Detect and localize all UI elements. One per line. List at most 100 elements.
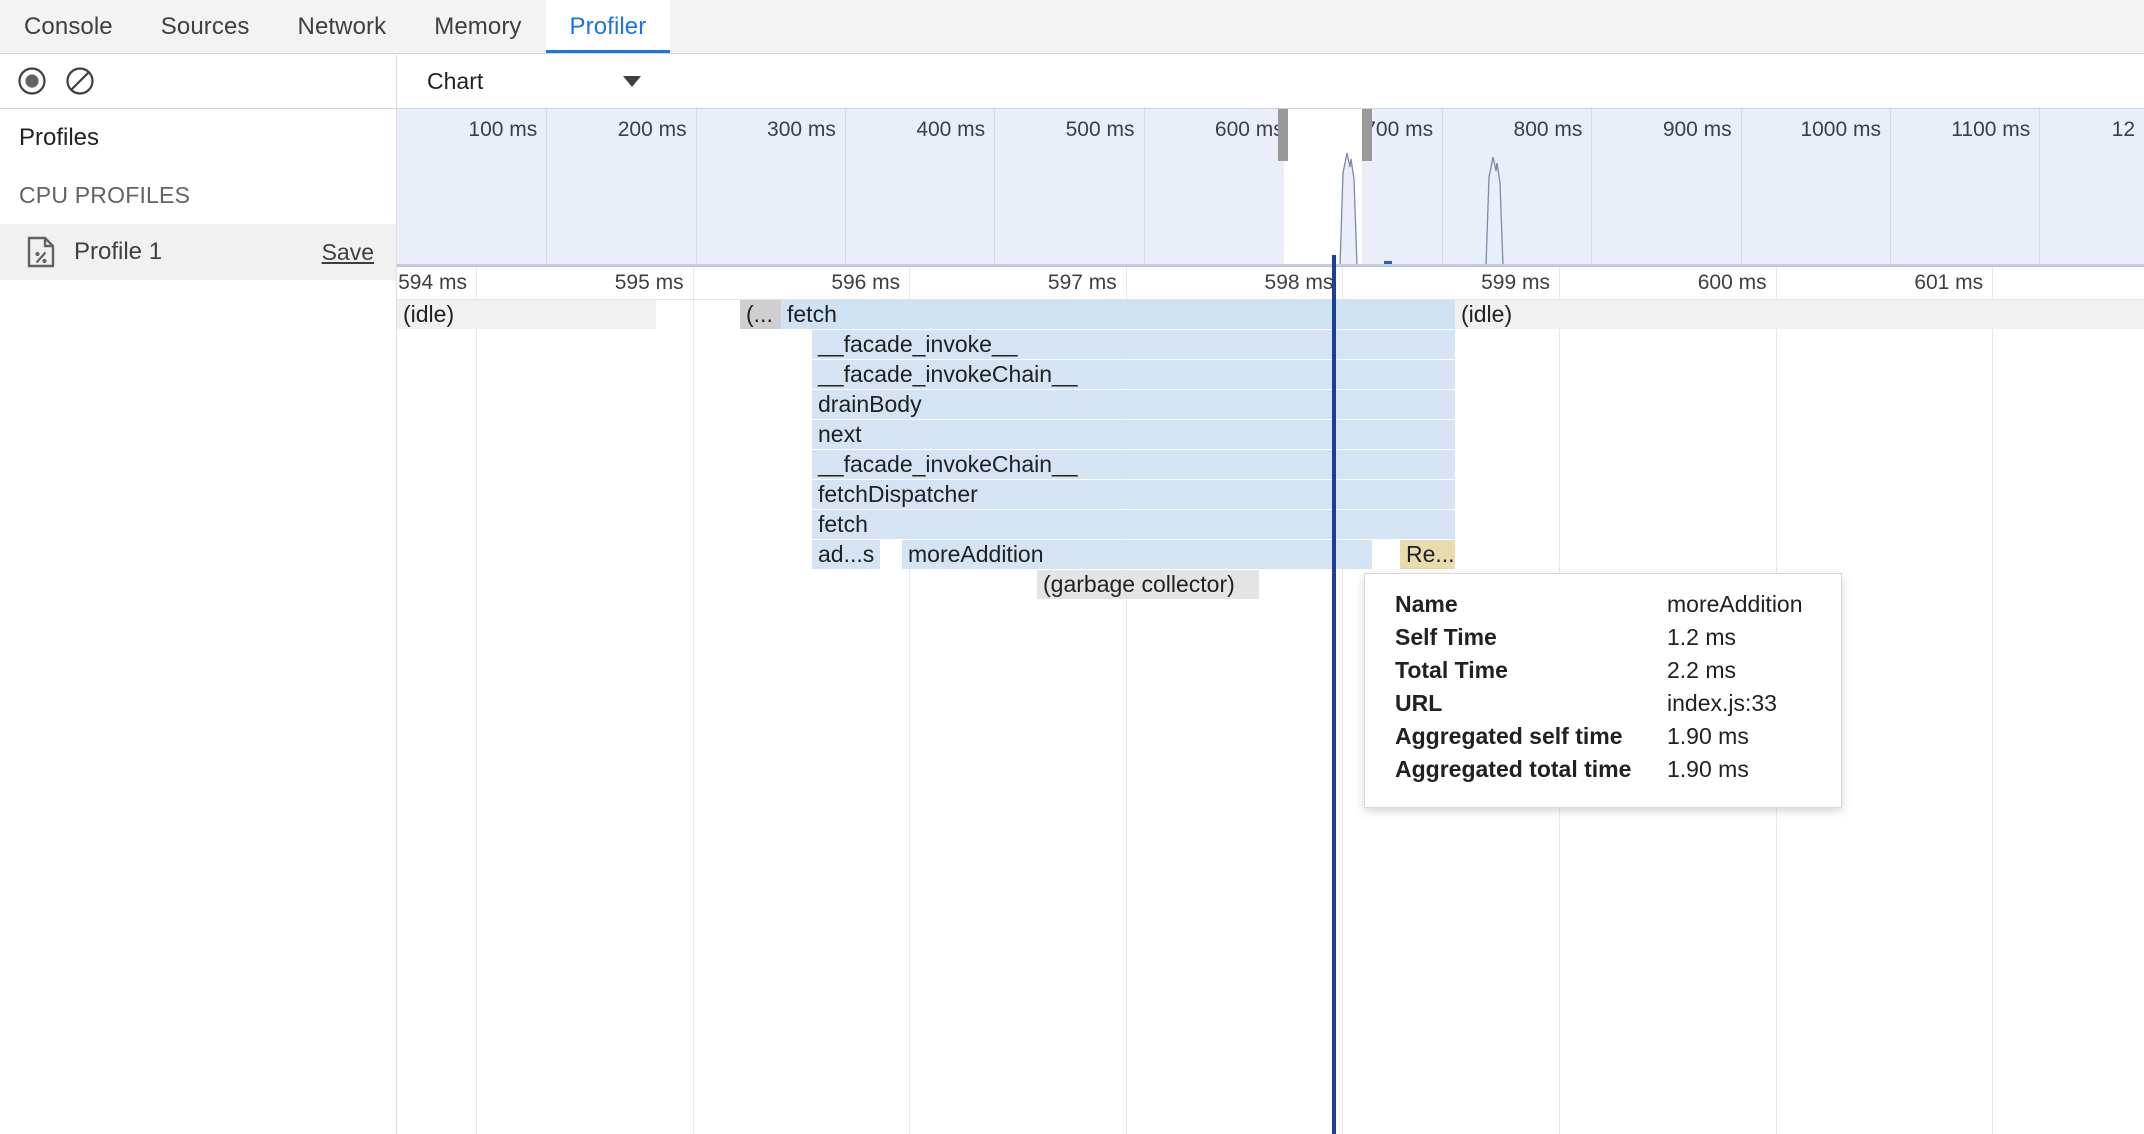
sidebar-section-cpu-profiles: CPU PROFILES — [19, 182, 191, 208]
overview-gridline — [1143, 109, 1145, 266]
ruler-tick-label: 599 ms — [1481, 271, 1550, 294]
tab-label: Profiler — [569, 12, 647, 40]
panel-tab-bar: Console Sources Network Memory Profiler — [0, 0, 2144, 54]
flame-bar-label: __facade_invokeChain__ — [818, 451, 1078, 477]
tooltip-row: URL index.js:33 — [1395, 690, 1817, 723]
overview-selection-handle-left[interactable] — [1278, 109, 1288, 161]
flame-bar[interactable]: moreAddition — [902, 540, 1372, 569]
record-button[interactable] — [14, 63, 50, 99]
tab-network[interactable]: Network — [274, 0, 411, 53]
tooltip-row: Aggregated self time 1.90 ms — [1395, 723, 1817, 756]
ruler-tick-label: 598 ms — [1264, 271, 1334, 294]
flame-bar[interactable]: fetchDispatcher — [812, 480, 1455, 509]
ruler-gridline — [1559, 267, 1560, 299]
ruler-tick-label: 600 ms — [1697, 271, 1767, 294]
overview-gridline — [1890, 109, 1891, 266]
flame-bar[interactable]: (garbage collector) — [1037, 570, 1259, 599]
overview-gridline — [1740, 109, 1742, 266]
tooltip-value: 1.90 ms — [1667, 756, 1749, 782]
overview-tick-label: 800 ms — [1513, 118, 1583, 141]
ruler-gridline — [1125, 267, 1127, 299]
overview-cpu-graph — [397, 109, 2144, 266]
save-profile-link[interactable]: Save — [321, 238, 374, 265]
flame-bar-label: Re...e — [1406, 541, 1455, 567]
tooltip-value: moreAddition — [1667, 591, 1803, 617]
overview-tick-label: 1000 ms — [1800, 118, 1881, 141]
flame-bar[interactable]: (idle) — [1455, 300, 2144, 329]
flame-gridline — [476, 300, 477, 1134]
overview-gridline — [994, 109, 996, 266]
flame-chart[interactable]: (idle) (... fetch (idle) __facade_invoke__ __… — [397, 300, 2144, 1134]
flame-bar[interactable]: Re...e — [1400, 540, 1455, 569]
record-circle-icon — [18, 67, 46, 95]
view-mode-value: Chart — [427, 67, 484, 94]
flame-bar[interactable]: __facade_invokeChain__ — [812, 360, 1455, 389]
flame-gridline — [1992, 300, 1994, 1134]
profiler-toolbar: Chart — [0, 54, 2144, 109]
tooltip-key: URL — [1395, 690, 1443, 716]
flame-bar[interactable]: next — [812, 420, 1455, 449]
flame-chart-time-ruler: 594 ms 595 ms 596 ms 597 ms 598 ms 599 ms 600 … — [397, 267, 2144, 300]
tooltip-key: Aggregated self time — [1395, 723, 1623, 749]
flame-bar-label: (... — [746, 301, 773, 327]
flame-gridline — [692, 300, 694, 1134]
flame-chart-cursor-line[interactable] — [1331, 255, 1336, 1134]
overview-gridline — [2039, 109, 2041, 266]
profile-overview-pane[interactable]: 100 ms 200 ms 300 ms 400 ms 500 ms 600 ms 700 … — [397, 109, 2144, 267]
overview-tick-label: 700 ms — [1364, 118, 1434, 141]
flame-bar[interactable]: (... — [740, 300, 781, 329]
flame-bar[interactable]: drainBody — [812, 390, 1455, 419]
flame-bar[interactable]: __facade_invokeChain__ — [812, 450, 1455, 479]
page-title: Profiles — [19, 124, 100, 151]
tooltip-key: Total Time — [1395, 657, 1508, 683]
flame-bar[interactable]: fetch — [812, 510, 1455, 539]
overview-selection-marker — [1384, 261, 1392, 266]
flame-bar[interactable]: ad...s — [812, 540, 880, 569]
tooltip-row: Name moreAddition — [1395, 591, 1817, 624]
tooltip-row: Total Time 2.2 ms — [1395, 657, 1817, 690]
tooltip-row: Self Time 1.2 ms — [1395, 624, 1817, 657]
ruler-gridline — [909, 267, 911, 299]
overview-tick-label: 500 ms — [1065, 118, 1135, 141]
flame-gridline — [1125, 300, 1127, 1134]
overview-tick-label: 300 ms — [767, 118, 836, 141]
tooltip-key: Name — [1395, 591, 1458, 617]
overview-gridline — [546, 109, 548, 266]
flame-chart-tooltip: Name moreAddition Self Time 1.2 ms Total Tim… — [1364, 573, 1842, 808]
tab-label: Sources — [160, 12, 250, 40]
tab-sources[interactable]: Sources — [137, 0, 274, 53]
flame-gridline — [1342, 300, 1344, 1134]
overview-tick-label: 400 ms — [916, 118, 986, 141]
tooltip-key: Aggregated total time — [1395, 756, 1632, 782]
flame-bar[interactable]: __facade_invoke__ — [812, 330, 1455, 359]
flame-bar-label: (garbage collector) — [1043, 571, 1235, 597]
overview-selection-handle-right[interactable] — [1362, 109, 1372, 161]
overview-gridline — [695, 109, 697, 266]
tab-console[interactable]: Console — [0, 0, 137, 53]
overview-tick-label: 1100 ms — [1951, 118, 2031, 141]
flame-bar-label: __facade_invoke__ — [818, 331, 1018, 357]
sidebar-item-profile-1[interactable]: Profile 1 Save — [0, 224, 396, 280]
view-mode-select[interactable]: Chart — [413, 61, 653, 101]
flame-bar-label: moreAddition — [908, 541, 1044, 567]
tooltip-row: Aggregated total time 1.90 ms — [1395, 756, 1817, 789]
flame-bar-label: (idle) — [1461, 301, 1513, 327]
ruler-tick-label: 596 ms — [831, 271, 901, 294]
flame-bar[interactable]: fetch — [781, 300, 1455, 329]
overview-tick-label: 12 — [2111, 118, 2135, 141]
profile-document-percent-icon — [26, 236, 56, 268]
overview-gridline — [1442, 109, 1444, 266]
clear-button[interactable] — [62, 63, 98, 99]
flame-bar-label: fetchDispatcher — [818, 481, 978, 507]
flame-bar-label: ad...s — [818, 541, 875, 567]
flame-bar[interactable]: (idle) — [397, 300, 656, 329]
tab-profiler[interactable]: Profiler — [545, 0, 671, 53]
profiles-sidebar: Profiles CPU PROFILES Profile 1 Save — [0, 109, 397, 1134]
tooltip-value: 1.90 ms — [1667, 723, 1749, 749]
tooltip-value: 1.2 ms — [1667, 624, 1737, 650]
tab-memory[interactable]: Memory — [410, 0, 545, 53]
clear-circle-slash-icon — [66, 67, 94, 95]
flame-bar-label: next — [818, 421, 862, 447]
flame-gridline — [909, 300, 911, 1134]
flame-bar-label: (idle) — [403, 301, 455, 327]
